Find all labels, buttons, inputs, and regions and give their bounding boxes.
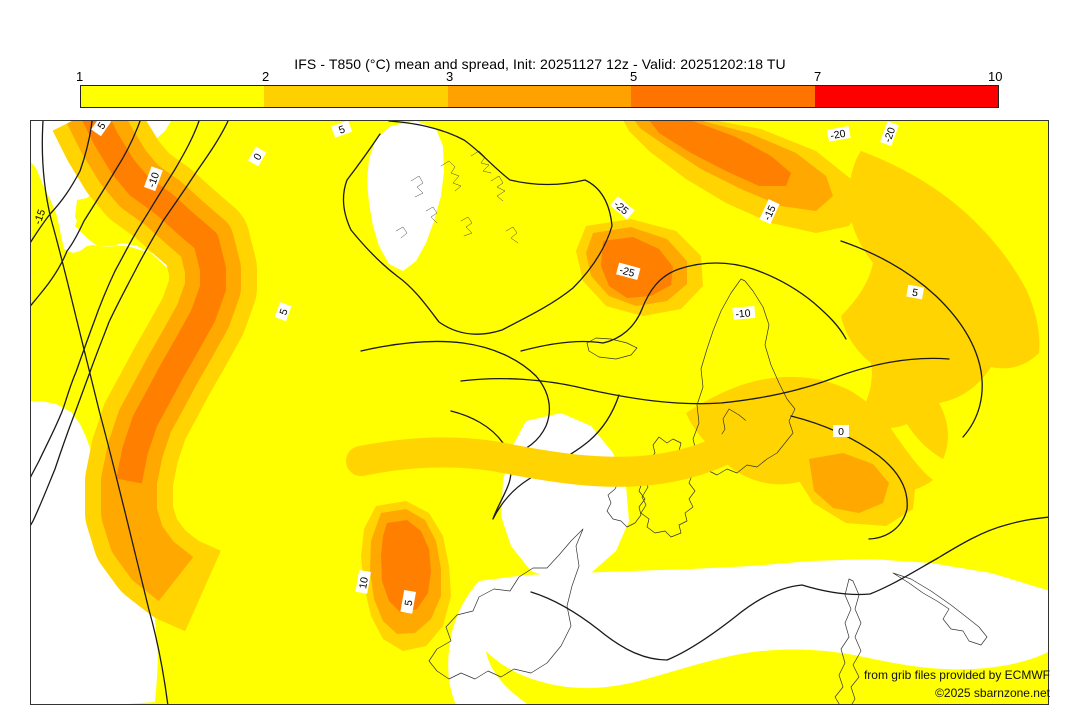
svg-text:-10: -10 [735, 307, 751, 320]
svg-text:-20: -20 [829, 128, 846, 142]
svg-text:0: 0 [838, 426, 844, 438]
svg-text:10: 10 [357, 576, 371, 590]
